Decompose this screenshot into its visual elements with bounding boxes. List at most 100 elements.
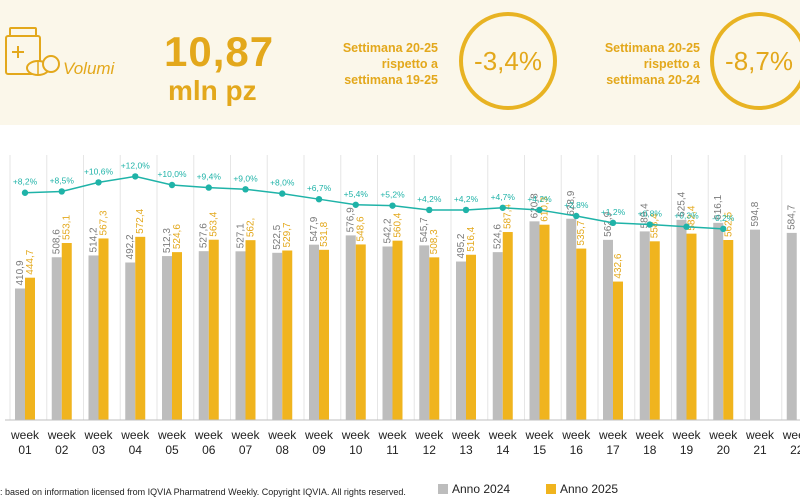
source-footnote: : based on information licensed from IQV… — [0, 487, 406, 497]
comparison-2-line3: settimana 20-24 — [606, 73, 700, 87]
bar-value-label: 410,9 — [15, 260, 26, 285]
category-label-week: week — [83, 428, 113, 442]
bar-value-label: 524,6 — [172, 224, 183, 249]
bar-value-label: 508,3 — [429, 229, 440, 254]
bar-value-label: 522,5 — [272, 224, 283, 249]
legend-swatch-2024 — [438, 484, 448, 494]
growth-point — [609, 219, 617, 227]
bar-anno-2024 — [345, 235, 356, 420]
growth-point — [573, 212, 580, 220]
category-label-number: 10 — [349, 443, 363, 457]
bar-anno-2024 — [309, 244, 319, 420]
bar-value-label: 584,7 — [787, 204, 798, 229]
growth-label: +9,0% — [233, 173, 258, 183]
bar-anno-2024 — [603, 239, 613, 420]
bar-value-label: 527,6 — [199, 223, 210, 248]
bar-anno-2024 — [272, 252, 283, 420]
growth-label: -0,2% — [712, 213, 735, 223]
bar-value-label: 572,4 — [135, 208, 146, 233]
bar-value-label: 542,2 — [383, 218, 394, 243]
comparison-2-badge: -8,7% — [710, 12, 800, 110]
bar-value-label: 594,8 — [750, 201, 761, 226]
growth-point — [720, 225, 727, 233]
bar-value-label: 620,8 — [530, 193, 541, 218]
category-label-week: week — [341, 428, 371, 442]
bar-value-label: 589,4 — [640, 203, 651, 228]
category-label-week: week — [488, 428, 518, 442]
bar-value-label: 562,5 — [723, 212, 734, 237]
growth-point — [462, 206, 470, 214]
category-label-week: week — [524, 428, 554, 442]
category-label-week: week — [194, 428, 224, 442]
bar-value-label: 610,3 — [540, 196, 551, 221]
category-label-number: 19 — [680, 443, 694, 457]
category-label-number: 12 — [423, 443, 437, 457]
growth-label: +4,2% — [454, 194, 479, 204]
kpi-unit: mln pz — [168, 75, 257, 106]
growth-label: +4,2% — [417, 194, 442, 204]
bar-anno-2024 — [125, 262, 136, 420]
growth-point — [58, 188, 65, 195]
bar-anno-2024 — [198, 251, 209, 420]
bar-value-label: 547,9 — [309, 216, 320, 241]
bar-anno-2024 — [676, 219, 687, 420]
category-label-number: 06 — [202, 443, 216, 457]
growth-label: +5,4% — [344, 189, 369, 199]
growth-point — [352, 201, 359, 208]
bar-anno-2024 — [15, 288, 25, 420]
category-label-week: week — [782, 428, 800, 442]
growth-label: +5,2% — [380, 190, 405, 200]
comparison-1-line2: rispetto a — [381, 57, 438, 71]
category-label-week: week — [120, 428, 150, 442]
bar-value-label: 516,4 — [466, 226, 477, 251]
bar-anno-2025 — [208, 239, 219, 420]
bar-value-label: 616,1 — [713, 194, 724, 219]
bar-value-label: 576,9 — [346, 207, 357, 232]
category-label-number: 02 — [55, 443, 69, 457]
bar-anno-2025 — [613, 281, 623, 420]
growth-point — [536, 206, 543, 214]
legend-swatch-2025 — [546, 484, 556, 494]
bar-value-label: 527,1 — [236, 223, 247, 248]
comparison-2-line1: Settimana 20-25 — [604, 41, 700, 55]
growth-point — [242, 186, 249, 193]
bar-value-label: 563,4 — [209, 211, 220, 236]
weekly-volume-chart: 410,9 508,6 514,2 492,2 512,3 527,6 527,1 522,5… — [5, 155, 800, 496]
growth-label: +8,0% — [270, 178, 295, 188]
growth-point — [132, 173, 139, 180]
bar-anno-2025 — [282, 250, 293, 420]
bar-anno-2025 — [61, 243, 72, 420]
bar-value-label: 432,6 — [613, 253, 624, 278]
growth-label: +10,0% — [157, 169, 187, 179]
bar-anno-2025 — [576, 248, 587, 420]
category-label-week: week — [451, 428, 481, 442]
bar-anno-2024 — [786, 232, 797, 420]
category-label-week: week — [377, 428, 407, 442]
growth-label: +4,7% — [491, 192, 516, 202]
category-label-week: week — [10, 428, 40, 442]
category-label-week: week — [671, 428, 701, 442]
category-label-week: week — [230, 428, 260, 442]
category-label-number: 01 — [18, 443, 32, 457]
growth-point — [646, 221, 653, 228]
growth-label: +8,5% — [50, 175, 75, 185]
comparison-2-label: Settimana 20-25 rispetto a settimana 20-… — [530, 40, 700, 88]
bar-value-label: 508,6 — [52, 229, 63, 254]
growth-point — [426, 206, 433, 214]
category-label-number: 11 — [386, 443, 399, 457]
bar-value-label: 531,8 — [319, 221, 330, 246]
bar-anno-2024 — [566, 218, 577, 420]
bar-anno-2025 — [98, 238, 109, 420]
category-label-number: 05 — [165, 443, 179, 457]
bar-anno-2024 — [382, 246, 393, 420]
category-label-number: 17 — [606, 443, 620, 457]
pills-box-icon — [5, 27, 60, 76]
growth-point — [315, 195, 323, 203]
category-label-number: 08 — [276, 443, 290, 457]
bar-value-label: 582,4 — [687, 205, 698, 230]
growth-label: +9,4% — [197, 172, 222, 182]
category-label-week: week — [414, 428, 444, 442]
growth-line — [24, 175, 724, 230]
bar-anno-2024 — [235, 251, 246, 420]
